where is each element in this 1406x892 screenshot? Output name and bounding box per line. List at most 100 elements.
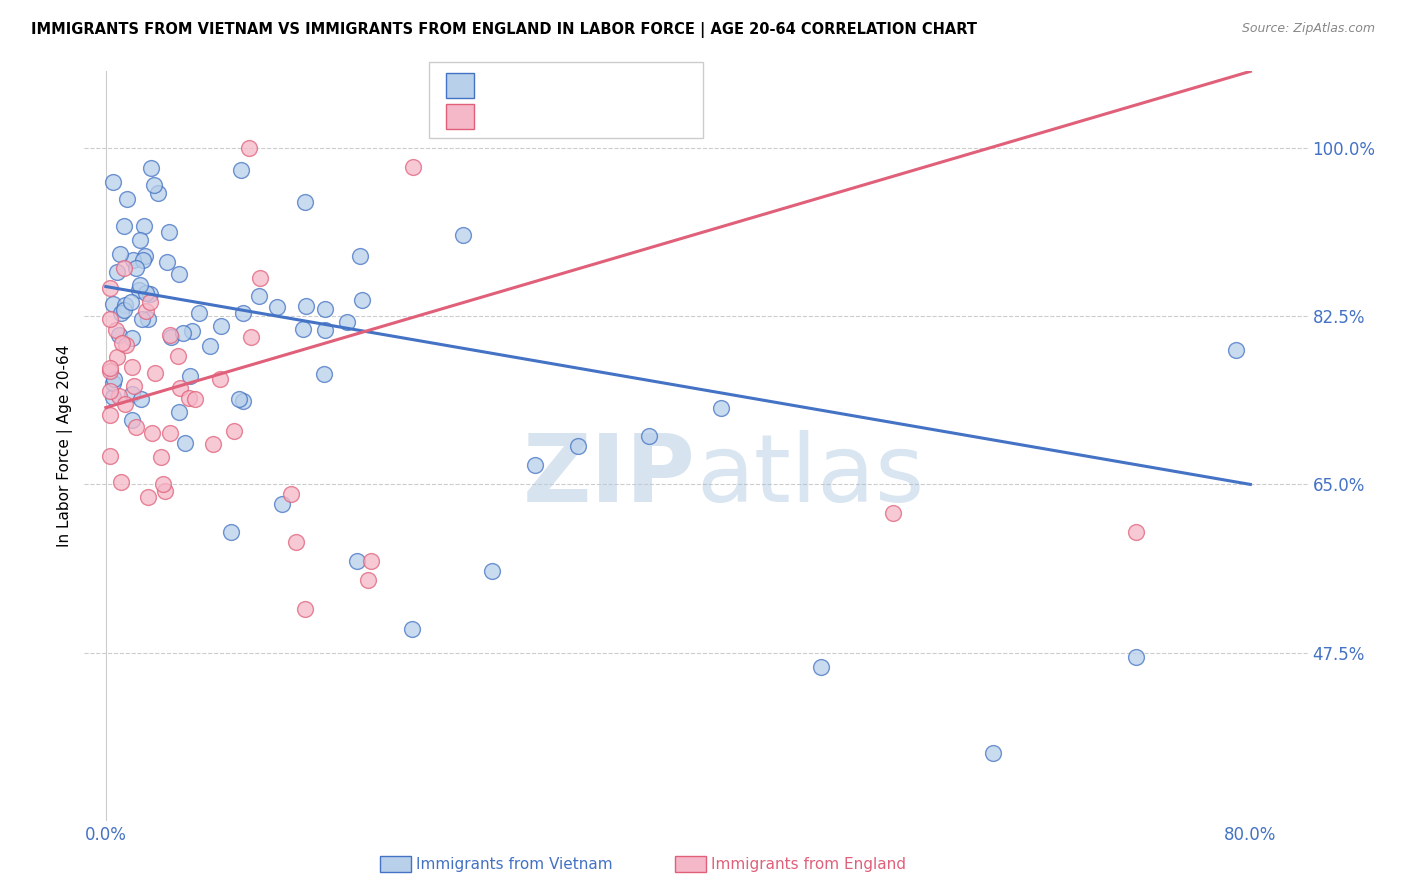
Point [114,397,136,411]
Point [1125,650,1147,665]
Point [202,437,225,451]
Point [157,225,180,239]
Point [110,306,132,320]
Point [198,339,221,353]
Point [101,297,124,311]
Point [174,436,197,450]
Text: R = -0.268   N = 74: R = -0.268 N = 74 [482,75,665,89]
Point [101,175,124,189]
Point [107,350,129,364]
Point [108,247,131,261]
Point [524,458,547,473]
Point [115,337,138,351]
Point [567,439,589,453]
Point [98,449,121,463]
Point [111,336,134,351]
Point [121,413,143,427]
Point [209,372,232,386]
Point [183,392,205,406]
Point [103,371,125,385]
Point [810,660,832,674]
Point [98,409,121,423]
Point [219,525,242,540]
Point [294,194,316,209]
Point [346,554,368,568]
Point [153,484,176,499]
Point [105,265,128,279]
Point [117,192,139,206]
Point [172,326,194,340]
Point [179,369,201,384]
Point [139,287,162,301]
Point [232,306,254,320]
Point [159,328,181,343]
Point [135,286,157,301]
Point [882,506,904,520]
Point [101,376,124,390]
Point [134,219,156,234]
Point [98,361,121,376]
Point [98,364,121,378]
Point [401,622,423,636]
Point [294,602,316,616]
Point [167,405,190,419]
Point [107,389,129,403]
Point [134,249,156,263]
Point [159,426,181,441]
Point [135,304,157,318]
Point [280,487,302,501]
Point [638,429,661,443]
Point [453,227,475,242]
Point [122,378,145,392]
Point [112,219,135,233]
Point [710,401,733,415]
Point [152,477,174,491]
Point [294,299,316,313]
Text: ZIP: ZIP [523,430,696,522]
Point [357,574,380,588]
Point [336,315,359,329]
Point [285,535,308,549]
Point [105,323,128,337]
Point [108,328,131,343]
Point [981,747,1004,761]
Point [360,554,382,568]
Point [209,318,232,333]
Point [129,277,152,292]
Point [122,252,145,267]
Point [141,425,163,440]
Point [149,450,172,464]
Text: Immigrants from England: Immigrants from England [711,857,907,871]
Point [121,387,143,401]
Point [128,283,150,297]
Point [314,301,336,316]
Point [112,260,135,275]
Point [136,312,159,326]
Point [132,252,155,267]
Point [98,384,121,399]
Text: Source: ZipAtlas.com: Source: ZipAtlas.com [1241,22,1375,36]
Point [101,390,124,404]
Point [160,330,183,344]
Point [114,298,136,312]
Point [481,564,503,578]
Point [247,289,270,303]
Point [148,186,170,200]
Point [121,359,143,374]
Point [188,306,211,320]
Point [169,267,191,281]
Point [129,392,152,407]
Point [139,295,162,310]
Point [98,312,121,326]
Point [120,295,142,310]
Point [181,324,204,338]
Point [1225,343,1247,357]
Point [266,300,288,314]
Point [129,233,152,247]
Point [238,141,260,155]
Point [1125,525,1147,540]
Text: IMMIGRANTS FROM VIETNAM VS IMMIGRANTS FROM ENGLAND IN LABOR FORCE | AGE 20-64 CO: IMMIGRANTS FROM VIETNAM VS IMMIGRANTS FR… [31,22,977,38]
Text: atlas: atlas [696,430,924,522]
Point [222,425,245,439]
Text: Immigrants from Vietnam: Immigrants from Vietnam [416,857,613,871]
